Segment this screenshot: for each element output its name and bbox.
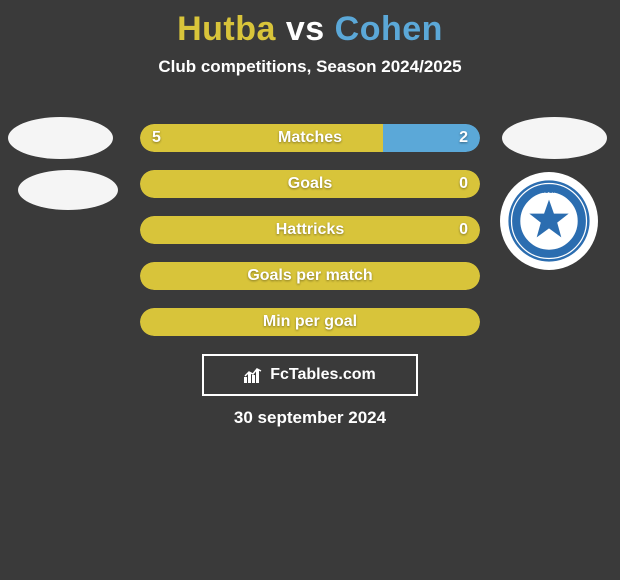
- bar-label: Hattricks: [140, 221, 480, 239]
- player2-avatar: [502, 117, 607, 159]
- stat-bar-matches: Matches5 2: [140, 124, 480, 152]
- bar-label: Goals: [140, 175, 480, 193]
- stat-bars-container: Matches52Goals0Hattricks0Goals per match…: [140, 124, 480, 354]
- player1-avatar: [8, 117, 113, 159]
- bar-val-right: 2: [459, 129, 468, 147]
- svg-text:MACCABI: MACCABI: [535, 189, 562, 195]
- comparison-title: Hutba vs Cohen: [0, 0, 620, 49]
- date-text: 30 september 2024: [0, 408, 620, 428]
- stat-bar-goals-per-match: Goals per match: [140, 262, 480, 290]
- stat-bar-hattricks: Hattricks0: [140, 216, 480, 244]
- player2-name: Cohen: [335, 10, 443, 48]
- player1-name: Hutba: [177, 10, 276, 48]
- subtitle: Club competitions, Season 2024/2025: [0, 57, 620, 77]
- bar-val-left: 5: [152, 129, 161, 147]
- stat-bar-min-per-goal: Min per goal: [140, 308, 480, 336]
- bar-val-right: 0: [459, 175, 468, 193]
- bar-label: Goals per match: [140, 267, 480, 285]
- vs-text: vs: [286, 10, 325, 48]
- player2-club-badge: MACCABI: [500, 172, 598, 270]
- bar-label: Min per goal: [140, 313, 480, 331]
- player1-club-avatar: [18, 170, 118, 210]
- bar-val-right: 0: [459, 221, 468, 239]
- bar-label: Matches: [140, 129, 480, 147]
- logo-text: FcTables.com: [270, 366, 376, 384]
- stat-bar-goals: Goals0: [140, 170, 480, 198]
- fctables-logo: FcTables.com: [202, 354, 418, 396]
